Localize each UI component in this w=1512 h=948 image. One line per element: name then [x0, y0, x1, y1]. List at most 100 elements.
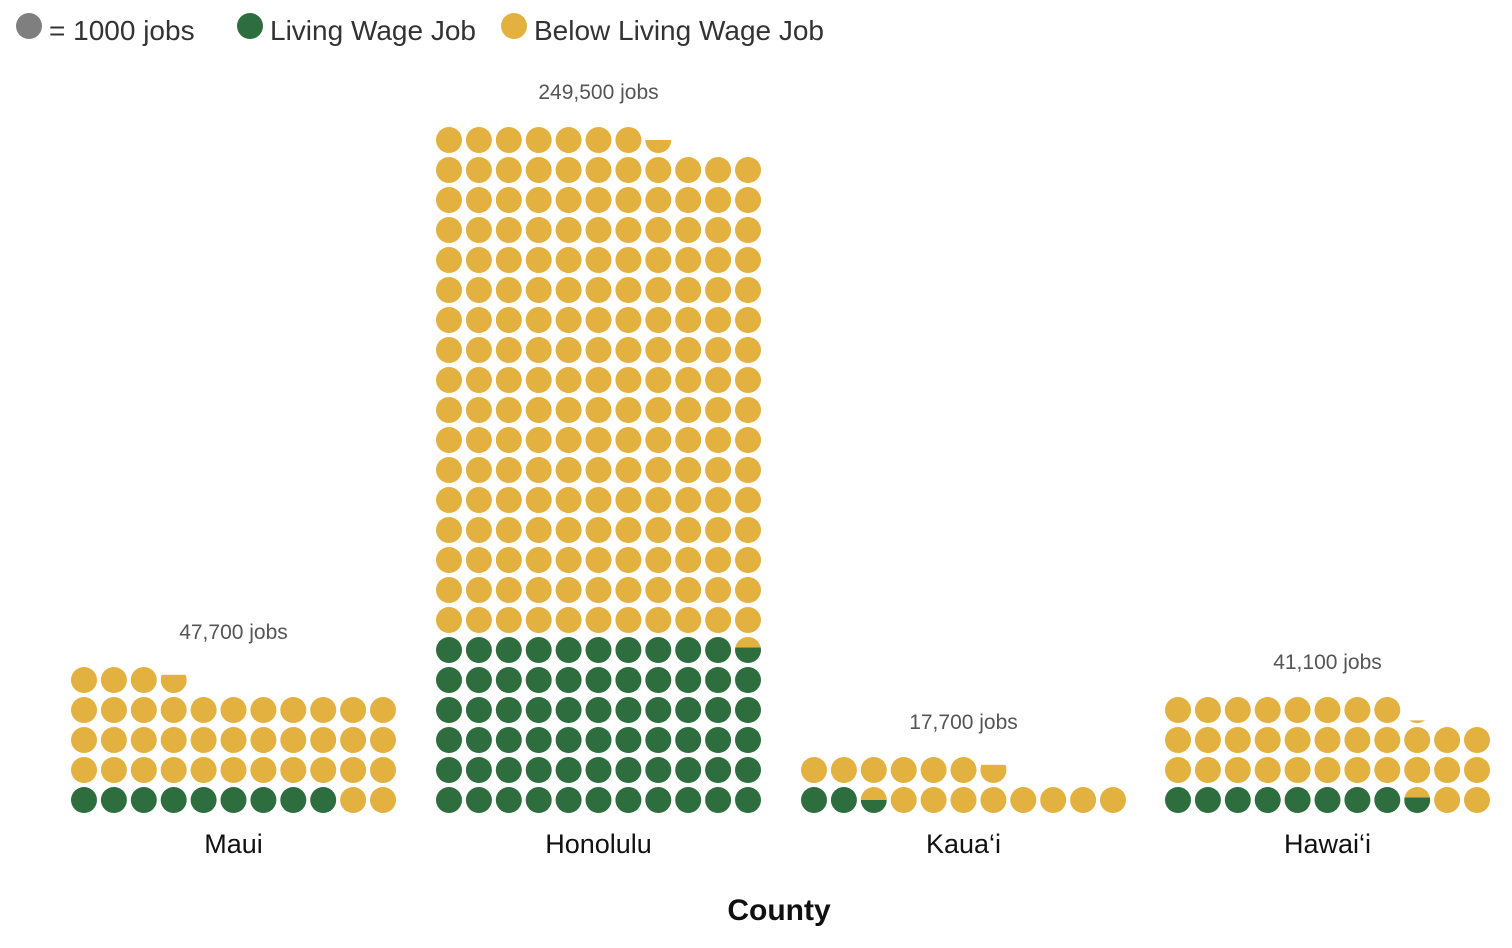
dot-honolulu [615, 517, 642, 543]
dot-honolulu [705, 517, 732, 543]
dot-honolulu [436, 427, 462, 453]
dot-maui [310, 787, 337, 813]
dot-maui [71, 697, 97, 723]
dot-kaua-i [1010, 787, 1037, 813]
dot-maui [220, 757, 247, 783]
dot-honolulu [436, 367, 462, 393]
dot-maui [280, 757, 307, 783]
dot-honolulu [525, 277, 552, 303]
dot-hawai-i [1165, 697, 1191, 723]
dot-maui [250, 757, 277, 783]
dot-hawai-i [1284, 787, 1311, 813]
dot-honolulu [585, 337, 612, 363]
dot-honolulu [735, 757, 761, 783]
dot-hawai-i [1165, 757, 1191, 783]
dot-honolulu [495, 757, 522, 783]
dot-honolulu [465, 547, 492, 573]
dot-honolulu [645, 140, 672, 153]
dot-hawai-i [1404, 757, 1431, 783]
dot-honolulu [555, 337, 582, 363]
dot-honolulu [465, 697, 492, 723]
dot-honolulu [495, 367, 522, 393]
dot-honolulu [525, 697, 552, 723]
legend-below-living-wage-label: Below Living Wage Job [534, 15, 824, 46]
dot-honolulu [735, 277, 761, 303]
dot-honolulu [465, 667, 492, 693]
dot-honolulu [436, 397, 462, 423]
dot-maui [130, 757, 157, 783]
dot-honolulu [645, 157, 672, 183]
dot-hawai-i [1194, 727, 1221, 753]
dot-honolulu [675, 487, 702, 513]
dot-kaua-i [830, 787, 857, 813]
dot-honolulu [735, 487, 761, 513]
dot-honolulu [555, 187, 582, 213]
dot-honolulu [735, 247, 761, 273]
dot-hawai-i [1254, 787, 1281, 813]
dot-honolulu [585, 157, 612, 183]
dot-honolulu [705, 607, 732, 633]
dot-hawai-i [1464, 727, 1490, 753]
dot-honolulu [675, 247, 702, 273]
dot-honolulu [436, 127, 462, 153]
dot-honolulu [705, 787, 732, 813]
legend-living-wage-label: Living Wage Job [270, 15, 476, 46]
dot-hawai-i [1344, 787, 1371, 813]
dot-honolulu [705, 337, 732, 363]
dot-honolulu [495, 667, 522, 693]
dot-honolulu [705, 217, 732, 243]
dot-honolulu [615, 577, 642, 603]
dot-honolulu [436, 787, 462, 813]
dot-honolulu [615, 457, 642, 483]
dot-honolulu [705, 157, 732, 183]
dot-hawai-i [1284, 727, 1311, 753]
dot-maui [370, 697, 396, 723]
dot-honolulu [735, 427, 761, 453]
dot-honolulu [735, 727, 761, 753]
dot-honolulu [705, 727, 732, 753]
dot-honolulu [495, 277, 522, 303]
dot-honolulu [465, 787, 492, 813]
dot-hawai-i [1254, 727, 1281, 753]
dot-hawai-i [1224, 697, 1251, 723]
dot-honolulu [585, 277, 612, 303]
dot-honolulu [585, 217, 612, 243]
dot-maui [280, 787, 307, 813]
dot-honolulu [585, 247, 612, 273]
dot-honolulu [495, 457, 522, 483]
dot-honolulu [436, 667, 462, 693]
dot-maui [340, 727, 367, 753]
dot-honolulu [555, 547, 582, 573]
dot-honolulu [525, 127, 552, 153]
dot-hawai-i [1374, 727, 1401, 753]
dot-honolulu [615, 277, 642, 303]
dot-honolulu [465, 367, 492, 393]
dot-honolulu [735, 787, 761, 813]
dot-maui [130, 727, 157, 753]
dot-maui [100, 757, 127, 783]
dot-honolulu [675, 667, 702, 693]
dot-honolulu [645, 667, 672, 693]
dot-honolulu [705, 427, 732, 453]
dot-hawai-i [1464, 787, 1490, 813]
dot-kaua-i [1100, 787, 1126, 813]
dot-honolulu [735, 637, 761, 663]
dot-honolulu [495, 547, 522, 573]
dot-maui [280, 697, 307, 723]
dot-maui [190, 727, 217, 753]
dot-honolulu [525, 247, 552, 273]
dot-honolulu [436, 277, 462, 303]
dot-hawai-i [1404, 720, 1431, 723]
dot-hawai-i [1194, 757, 1221, 783]
county-label-kaua-i: Kaua‘i [926, 829, 1001, 859]
dot-kaua-i [890, 787, 917, 813]
dot-honolulu [675, 157, 702, 183]
dot-honolulu [585, 787, 612, 813]
dot-maui [340, 697, 367, 723]
dot-maui [71, 727, 97, 753]
dot-honolulu [615, 637, 642, 663]
dot-kaua-i [950, 787, 977, 813]
dot-maui [250, 787, 277, 813]
dot-honolulu [705, 697, 732, 723]
dot-honolulu [615, 337, 642, 363]
